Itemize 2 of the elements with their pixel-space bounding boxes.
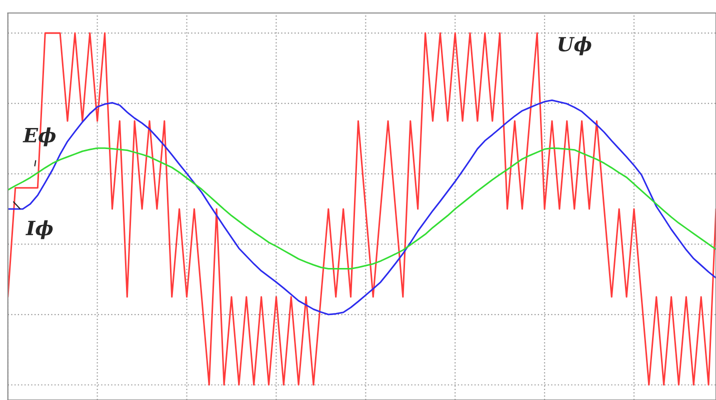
annotation: Uϕ — [558, 36, 592, 56]
annotation: Iϕ — [26, 220, 53, 240]
